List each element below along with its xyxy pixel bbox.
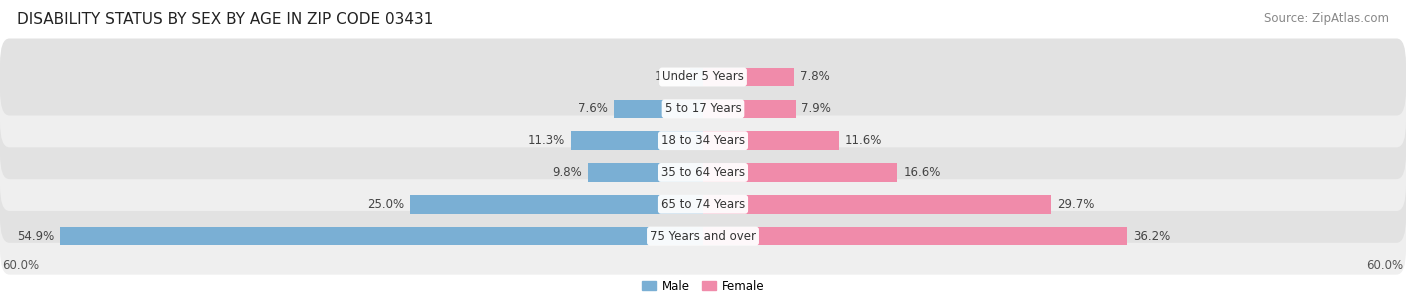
- Text: 60.0%: 60.0%: [3, 259, 39, 272]
- Text: Under 5 Years: Under 5 Years: [662, 71, 744, 84]
- Bar: [703, 227, 1128, 245]
- FancyBboxPatch shape: [0, 39, 1406, 116]
- Bar: [571, 131, 703, 150]
- Bar: [690, 68, 703, 86]
- FancyBboxPatch shape: [0, 134, 1406, 211]
- FancyBboxPatch shape: [0, 70, 1406, 147]
- Bar: [588, 163, 703, 182]
- Text: 29.7%: 29.7%: [1057, 198, 1094, 211]
- Text: 25.0%: 25.0%: [367, 198, 405, 211]
- Text: 54.9%: 54.9%: [17, 230, 53, 243]
- Text: 11.6%: 11.6%: [845, 134, 882, 147]
- Text: Source: ZipAtlas.com: Source: ZipAtlas.com: [1264, 12, 1389, 25]
- Bar: [703, 195, 1052, 213]
- Bar: [614, 100, 703, 118]
- Bar: [411, 195, 703, 213]
- Text: 35 to 64 Years: 35 to 64 Years: [661, 166, 745, 179]
- Bar: [703, 163, 897, 182]
- Text: 65 to 74 Years: 65 to 74 Years: [661, 198, 745, 211]
- Text: 7.8%: 7.8%: [800, 71, 830, 84]
- Text: 11.3%: 11.3%: [527, 134, 565, 147]
- Bar: [59, 227, 703, 245]
- Text: 5 to 17 Years: 5 to 17 Years: [665, 102, 741, 115]
- Text: DISABILITY STATUS BY SEX BY AGE IN ZIP CODE 03431: DISABILITY STATUS BY SEX BY AGE IN ZIP C…: [17, 12, 433, 27]
- Bar: [703, 68, 794, 86]
- Legend: Male, Female: Male, Female: [637, 275, 769, 297]
- FancyBboxPatch shape: [0, 198, 1406, 275]
- Text: 7.6%: 7.6%: [578, 102, 609, 115]
- Text: 16.6%: 16.6%: [904, 166, 941, 179]
- Text: 7.9%: 7.9%: [801, 102, 831, 115]
- Text: 75 Years and over: 75 Years and over: [650, 230, 756, 243]
- Bar: [703, 100, 796, 118]
- Bar: [703, 131, 839, 150]
- FancyBboxPatch shape: [0, 102, 1406, 179]
- FancyBboxPatch shape: [0, 166, 1406, 243]
- Text: 60.0%: 60.0%: [1367, 259, 1403, 272]
- Text: 36.2%: 36.2%: [1133, 230, 1170, 243]
- Text: 1.1%: 1.1%: [654, 71, 685, 84]
- Text: 18 to 34 Years: 18 to 34 Years: [661, 134, 745, 147]
- Text: 9.8%: 9.8%: [553, 166, 582, 179]
